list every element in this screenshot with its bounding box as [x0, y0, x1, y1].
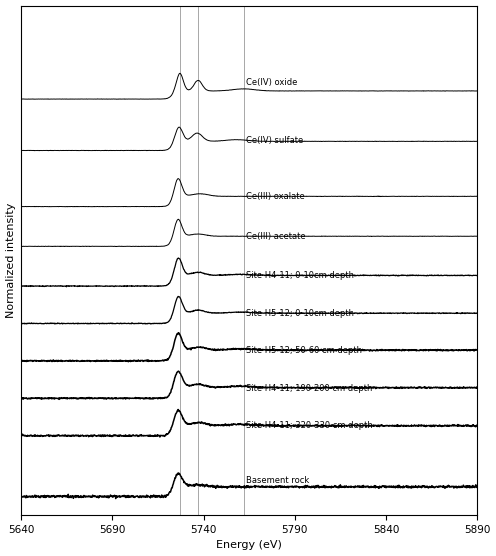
Text: Site H5-12; 0-10cm depth: Site H5-12; 0-10cm depth	[246, 309, 354, 318]
Text: Site H4-11; 0-10cm depth: Site H4-11; 0-10cm depth	[246, 271, 354, 280]
Text: Ce(III) acetate: Ce(III) acetate	[246, 232, 305, 241]
X-axis label: Energy (eV): Energy (eV)	[216, 540, 282, 550]
Text: Site H5-12; 50-60 cm depth: Site H5-12; 50-60 cm depth	[246, 346, 362, 355]
Text: Ce(IV) sulfate: Ce(IV) sulfate	[246, 136, 303, 145]
Y-axis label: Normalized intensity: Normalized intensity	[5, 203, 15, 318]
Text: Basement rock: Basement rock	[246, 476, 309, 485]
Text: Site H4-11; 320-330 cm depth: Site H4-11; 320-330 cm depth	[246, 421, 372, 430]
Text: Ce(IV) oxide: Ce(IV) oxide	[246, 78, 297, 87]
Text: Site H4-11; 190-200 cm depth: Site H4-11; 190-200 cm depth	[246, 384, 372, 393]
Text: Ce(III) oxalate: Ce(III) oxalate	[246, 192, 304, 201]
